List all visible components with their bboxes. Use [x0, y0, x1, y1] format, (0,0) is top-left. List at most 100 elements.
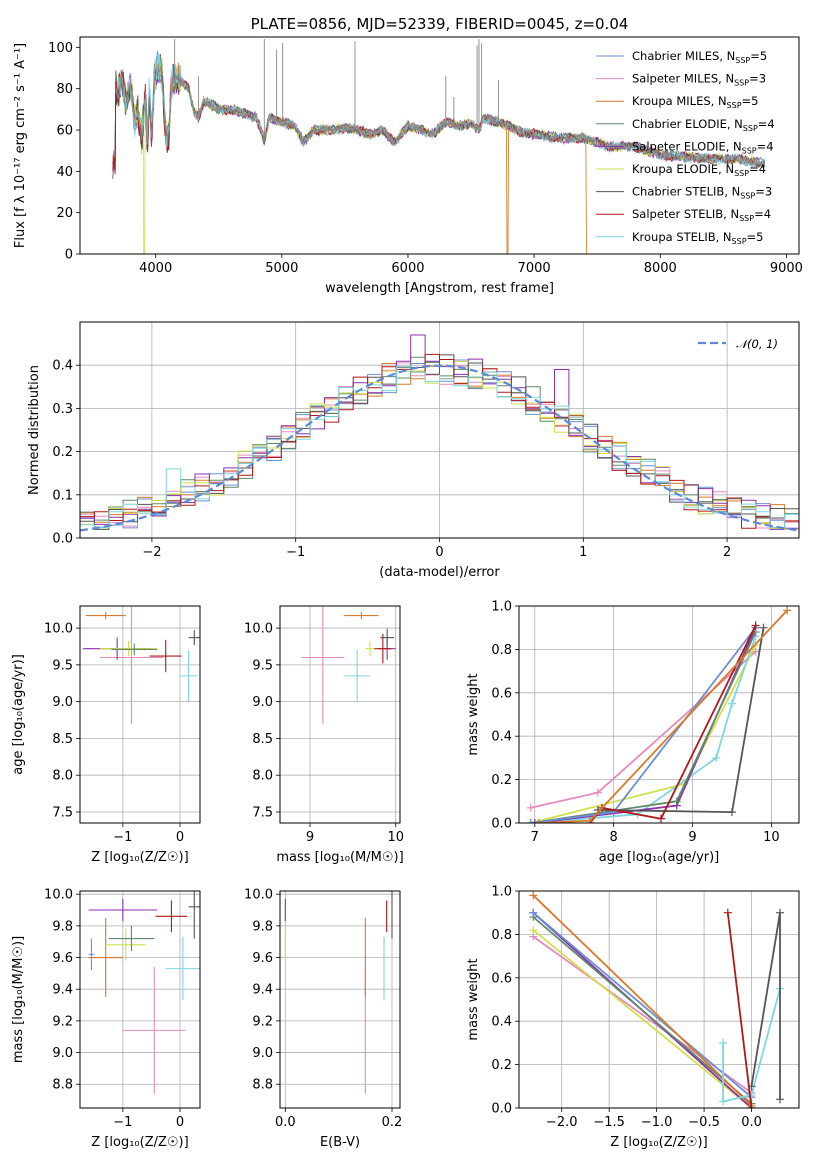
legend-subscript: SSP	[739, 214, 754, 223]
y-tick-label: 0.6	[491, 686, 512, 701]
mass-weight-marker	[526, 819, 535, 823]
legend-entry: Salpeter STELIB, NSSP=4	[632, 207, 771, 223]
x-tick-label: 10	[387, 830, 404, 845]
y-tick-label: 9.2	[52, 1014, 73, 1029]
y-tick-label: 9.6	[52, 951, 73, 966]
x-tick-label: 0	[176, 1115, 184, 1130]
y-tick-label: 0	[65, 248, 73, 263]
x-tick-label: −1	[113, 830, 132, 845]
y-tick-label: 0.2	[491, 1058, 512, 1073]
y-axis-label: Normed distribution	[27, 365, 42, 495]
legend-label: Chabrier MILES, N	[632, 49, 735, 63]
x-tick-label: 6000	[391, 261, 424, 276]
mass-weight-marker	[529, 926, 538, 935]
mass-weight-line	[726, 912, 753, 1108]
mass-weight-marker	[529, 891, 538, 900]
legend-label: Kroupa ELODIE, N	[632, 162, 734, 176]
y-tick-label: 0.0	[491, 817, 512, 832]
mass-weight-marker	[747, 1082, 756, 1091]
errorbar-plot	[301, 606, 396, 724]
legend-entry: 𝒩(0, 1)	[736, 337, 778, 351]
y-tick-label: 20	[56, 206, 73, 221]
legend: 𝒩(0, 1)	[698, 337, 778, 351]
x-tick-label: 9000	[770, 261, 803, 276]
y-tick-label: 0.1	[52, 488, 73, 503]
axes-mass_weight_vs_Z: −2.0 −1.5 −1.0 −0.5 0.0 0.0 0.2 0.4 0.6 0.8 1.0 Z […	[466, 885, 799, 1150]
x-axis-label: mass [log₁₀(M/M☉)]	[276, 850, 403, 865]
y-tick-label: 0.4	[491, 1015, 512, 1030]
x-tick-label: 9	[306, 830, 314, 845]
mass-weight-line	[532, 929, 753, 1108]
y-tick-label: 0.2	[491, 773, 512, 788]
x-axis-label: age [log₁₀(age/yr)]	[599, 850, 720, 865]
legend-label: Kroupa MILES, N	[632, 94, 727, 108]
y-tick-label: 8.0	[252, 769, 273, 784]
mass-weight-marker	[526, 803, 535, 812]
y-tick-label: 8.8	[52, 1078, 73, 1093]
histogram-plot	[80, 334, 799, 532]
legend-suffix: =4	[758, 117, 775, 131]
mass-weight-marker	[529, 908, 538, 917]
model-spectrum-line	[112, 60, 587, 254]
x-tick-label: −1	[113, 1115, 132, 1130]
x-axis-label: Z [log₁₀(Z/Z☉)]	[91, 850, 188, 865]
legend-entry: Salpeter MILES, NSSP=3	[632, 72, 766, 88]
y-tick-label: 8.0	[52, 769, 73, 784]
y-tick-label: 7.5	[252, 805, 273, 820]
y-tick-label: 8.5	[252, 732, 273, 747]
y-tick-label: 100	[48, 41, 73, 56]
x-tick-label: 7000	[518, 261, 551, 276]
mass-weight-marker	[672, 797, 681, 806]
mass-weight-marker	[593, 788, 602, 797]
y-tick-label: 0.4	[491, 730, 512, 745]
y-tick-label: 7.5	[52, 805, 73, 820]
x-tick-label: 0	[435, 545, 443, 560]
legend-subscript: SSP	[734, 79, 749, 88]
axes-frame	[279, 605, 401, 824]
y-tick-label: 0.0	[491, 1102, 512, 1117]
y-tick-label: 0.6	[491, 971, 512, 986]
legend-subscript: SSP	[732, 237, 747, 246]
mass-weight-line	[534, 636, 757, 823]
axes-mass_weight_vs_age: 7 8 9 10 0.0 0.2 0.4 0.6 0.8 1.0 age [log₁₀(age/yr…	[466, 600, 799, 865]
x-tick-label: 0.0	[741, 1115, 762, 1130]
x-tick-label: 0.2	[382, 1115, 403, 1130]
legend-label: Salpeter ELODIE, N	[632, 139, 742, 153]
mass-weight-marker	[712, 753, 721, 762]
axes-residuals: −2 −1 0 1 2 0.0 0.1 0.2 0.3 0.4 (data-model)/error…	[27, 322, 799, 580]
x-tick-label: 8000	[644, 261, 677, 276]
legend-suffix: =4	[757, 139, 774, 153]
legend-label: Salpeter MILES, N	[632, 72, 734, 86]
y-tick-label: 0.8	[491, 643, 512, 658]
x-tick-label: −1.0	[641, 1115, 673, 1130]
legend-entry: Chabrier ELODIE, NSSP=4	[632, 117, 775, 133]
y-tick-label: 9.4	[52, 983, 73, 998]
legend-entry: Kroupa ELODIE, NSSP=4	[632, 162, 766, 178]
x-tick-label: 1	[579, 545, 587, 560]
y-tick-label: 8.8	[252, 1078, 273, 1093]
residual-histogram-step	[80, 353, 799, 529]
legend-entry: Salpeter ELODIE, NSSP=4	[632, 139, 774, 155]
x-axis-label: wavelength [Angstrom, rest frame]	[325, 281, 554, 296]
axes-frame	[79, 321, 800, 539]
x-tick-label: 9	[688, 830, 696, 845]
axes-frame	[518, 605, 800, 824]
x-axis-label: Z [log₁₀(Z/Z☉)]	[610, 1135, 707, 1150]
x-axis-label: (data-model)/error	[379, 565, 500, 580]
mass-weight-marker	[759, 623, 768, 632]
mass-weight-marker	[530, 819, 539, 823]
mass-weight-marker	[776, 1095, 785, 1104]
mass-weight-line	[530, 650, 757, 809]
x-tick-label: −1	[286, 545, 305, 560]
legend-suffix: =5	[750, 49, 767, 63]
x-tick-label: 0	[176, 830, 184, 845]
errorbar-plot	[82, 606, 200, 724]
y-tick-label: 0.0	[52, 532, 73, 547]
y-axis-label: age [log₁₀(age/yr)]	[11, 654, 26, 775]
legend-suffix: =3	[755, 185, 772, 199]
y-axis-label: Flux [f λ 10⁻¹⁷ erg cm⁻² s⁻¹ A⁻¹]	[13, 43, 28, 248]
legend-subscript: SSP	[742, 146, 757, 155]
x-tick-label: −1.5	[593, 1115, 625, 1130]
mass-weight-line	[722, 988, 781, 1103]
axes-frame	[79, 890, 201, 1109]
